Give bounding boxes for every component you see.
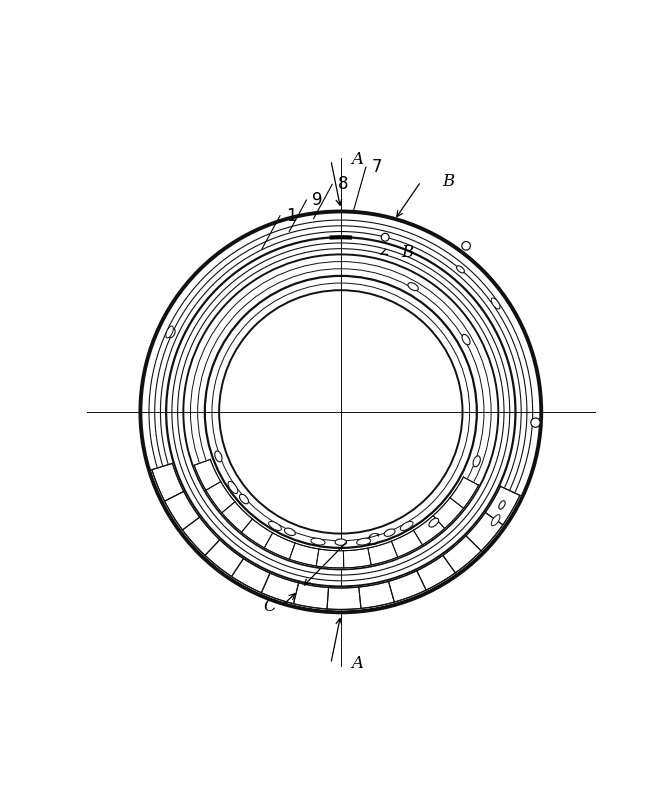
Ellipse shape xyxy=(169,329,175,337)
Ellipse shape xyxy=(491,514,500,526)
Ellipse shape xyxy=(499,501,505,510)
Polygon shape xyxy=(316,549,344,568)
Text: C: C xyxy=(263,598,276,615)
Circle shape xyxy=(531,418,540,427)
Ellipse shape xyxy=(335,539,346,546)
Polygon shape xyxy=(264,533,295,559)
Polygon shape xyxy=(164,491,200,530)
Polygon shape xyxy=(343,548,371,568)
Ellipse shape xyxy=(384,529,395,536)
Ellipse shape xyxy=(457,266,464,273)
Ellipse shape xyxy=(215,451,222,462)
Ellipse shape xyxy=(400,522,413,530)
Polygon shape xyxy=(261,573,299,604)
Polygon shape xyxy=(433,497,464,528)
Text: 8: 8 xyxy=(338,175,348,193)
Ellipse shape xyxy=(166,326,174,338)
Circle shape xyxy=(462,242,470,250)
Text: C: C xyxy=(366,532,378,549)
Polygon shape xyxy=(388,571,426,602)
Ellipse shape xyxy=(269,522,281,530)
Ellipse shape xyxy=(311,539,325,545)
Text: B: B xyxy=(402,245,414,262)
Ellipse shape xyxy=(491,298,500,309)
Ellipse shape xyxy=(429,518,439,527)
Polygon shape xyxy=(241,519,273,548)
Polygon shape xyxy=(485,486,520,525)
Polygon shape xyxy=(152,464,184,502)
Ellipse shape xyxy=(356,539,371,545)
Polygon shape xyxy=(359,581,394,609)
Polygon shape xyxy=(443,536,481,573)
Ellipse shape xyxy=(408,283,418,291)
Text: A: A xyxy=(351,151,363,168)
Polygon shape xyxy=(194,460,221,490)
Polygon shape xyxy=(222,502,253,532)
Polygon shape xyxy=(289,543,319,566)
Polygon shape xyxy=(466,513,503,551)
Text: B: B xyxy=(442,173,455,190)
Polygon shape xyxy=(392,530,422,557)
Polygon shape xyxy=(368,541,398,565)
Circle shape xyxy=(381,233,389,242)
Polygon shape xyxy=(417,555,456,590)
Ellipse shape xyxy=(473,456,480,467)
Text: A: A xyxy=(351,655,363,672)
Polygon shape xyxy=(206,481,235,513)
Text: 9: 9 xyxy=(312,191,323,209)
Polygon shape xyxy=(414,515,445,545)
Polygon shape xyxy=(205,540,243,576)
Polygon shape xyxy=(231,559,270,592)
Text: 1: 1 xyxy=(286,207,297,225)
Polygon shape xyxy=(182,517,219,555)
Polygon shape xyxy=(293,583,329,609)
Polygon shape xyxy=(327,587,361,609)
Ellipse shape xyxy=(285,528,295,535)
Polygon shape xyxy=(450,477,479,508)
Ellipse shape xyxy=(462,334,470,345)
Ellipse shape xyxy=(228,481,238,493)
Ellipse shape xyxy=(239,494,249,504)
Text: 7: 7 xyxy=(372,158,382,176)
